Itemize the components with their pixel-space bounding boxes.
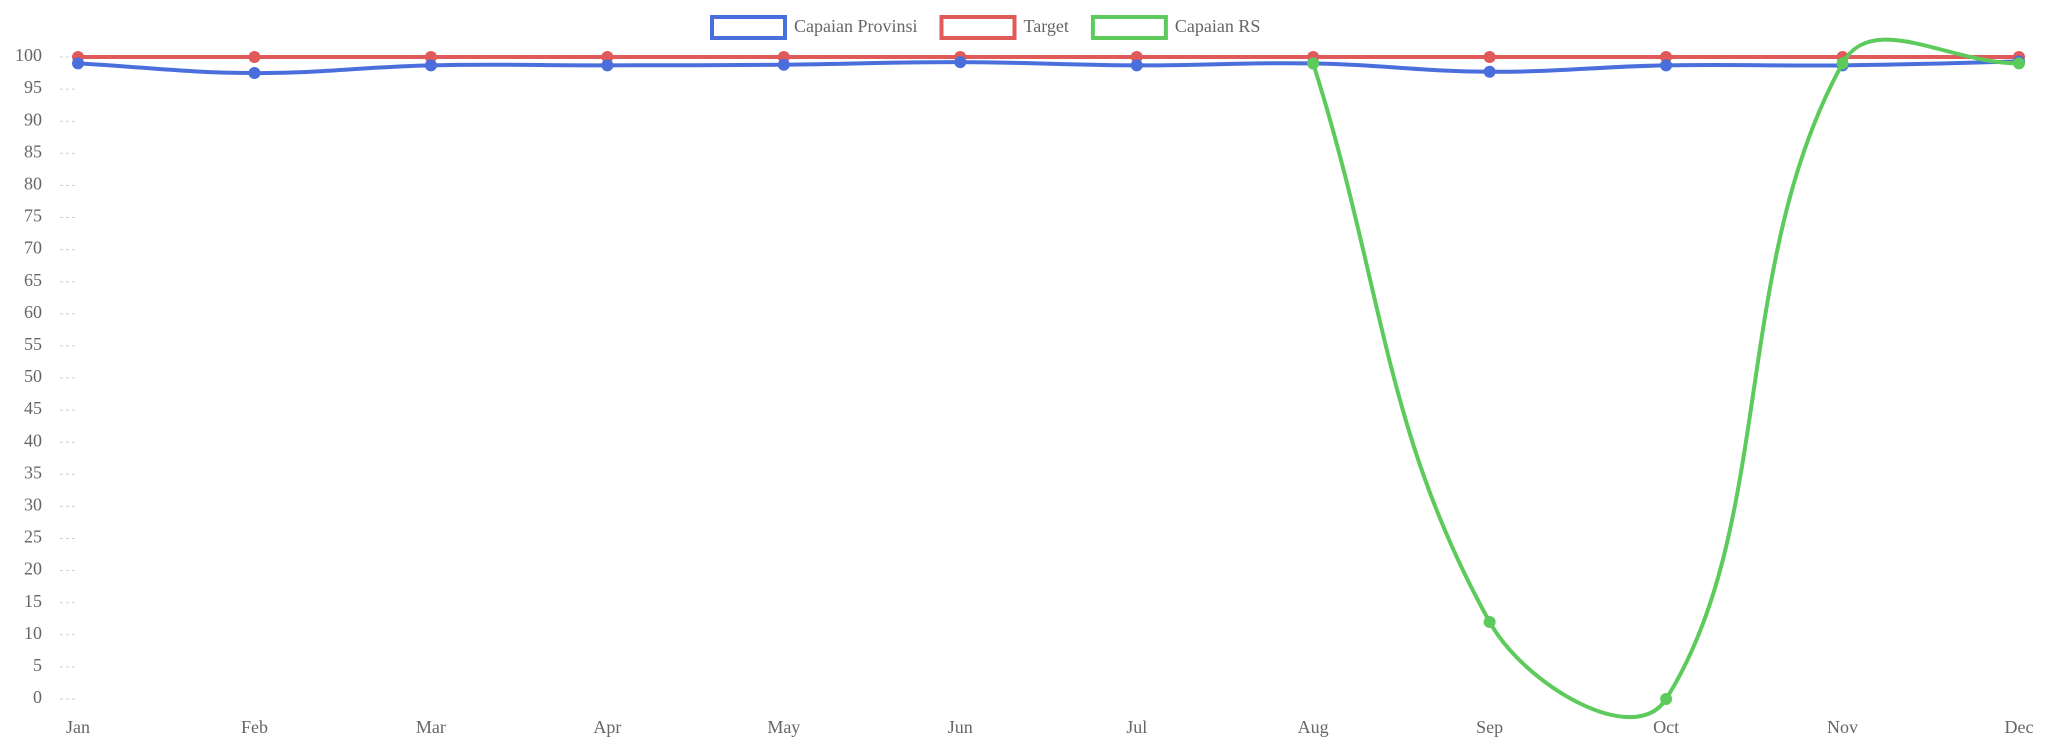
y-tick-label: 15 xyxy=(24,591,42,611)
y-tick-label: 10 xyxy=(24,623,42,643)
data-point xyxy=(777,58,790,71)
data-point xyxy=(1130,59,1143,72)
y-tick-label: 70 xyxy=(24,238,42,258)
data-point xyxy=(1660,59,1673,72)
data-point xyxy=(248,51,261,63)
data-point xyxy=(1483,51,1496,63)
y-tick-label: 5 xyxy=(33,655,42,675)
x-tick-label: May xyxy=(767,717,800,737)
y-tick-label: 65 xyxy=(24,270,42,290)
series-line xyxy=(1311,37,2020,720)
series-line xyxy=(77,59,2020,76)
x-tick-label: Aug xyxy=(1298,717,1329,737)
x-tick-label: Sep xyxy=(1476,717,1503,737)
x-tick-label: Apr xyxy=(593,717,621,737)
data-point xyxy=(1130,51,1143,63)
y-tick-label: 60 xyxy=(24,302,42,322)
y-tick-label: 95 xyxy=(24,77,42,97)
data-point xyxy=(1836,57,1849,70)
legend-label: Capaian Provinsi xyxy=(794,16,918,36)
x-tick-label: Jul xyxy=(1126,717,1147,737)
x-tick-label: Jun xyxy=(948,717,973,737)
data-point xyxy=(1660,693,1673,705)
data-point xyxy=(601,51,614,63)
y-tick-label: 45 xyxy=(24,398,42,418)
data-point xyxy=(248,67,261,80)
x-tick-label: Jan xyxy=(66,717,90,737)
data-point xyxy=(424,59,437,72)
y-tick-label: 55 xyxy=(24,334,42,354)
y-tick-label: 40 xyxy=(24,430,42,450)
y-tick-label: 80 xyxy=(24,174,42,194)
data-point xyxy=(1483,65,1496,78)
legend-swatch xyxy=(710,15,787,40)
x-tick-label: Feb xyxy=(241,717,268,737)
y-tick-label: 35 xyxy=(24,462,42,482)
legend-label: Capaian RS xyxy=(1175,16,1261,36)
data-point xyxy=(424,51,437,63)
y-tick-label: 20 xyxy=(24,559,42,579)
data-point xyxy=(954,56,967,69)
data-point xyxy=(1660,51,1673,63)
y-tick-label: 25 xyxy=(24,527,42,547)
data-point xyxy=(601,59,614,72)
legend-swatch xyxy=(1090,15,1168,40)
data-point xyxy=(72,57,84,70)
legend-swatch xyxy=(939,15,1017,40)
y-tick-label: 30 xyxy=(24,495,42,515)
legend-label: Target xyxy=(1024,16,1069,36)
y-tick-label: 75 xyxy=(24,206,42,226)
y-tick-label: 100 xyxy=(15,45,42,65)
y-tick-label: 85 xyxy=(24,141,42,161)
x-tick-label: Oct xyxy=(1653,717,1679,737)
x-tick-label: Mar xyxy=(416,717,446,737)
x-tick-label: Dec xyxy=(2005,717,2034,737)
y-tick-label: 90 xyxy=(24,109,42,129)
y-tick-label: 50 xyxy=(24,366,42,386)
data-point xyxy=(1483,615,1496,628)
data-point xyxy=(1307,57,1320,70)
y-tick-label: 0 xyxy=(33,687,42,707)
data-point xyxy=(2013,57,2025,70)
x-tick-label: Nov xyxy=(1827,717,1858,737)
